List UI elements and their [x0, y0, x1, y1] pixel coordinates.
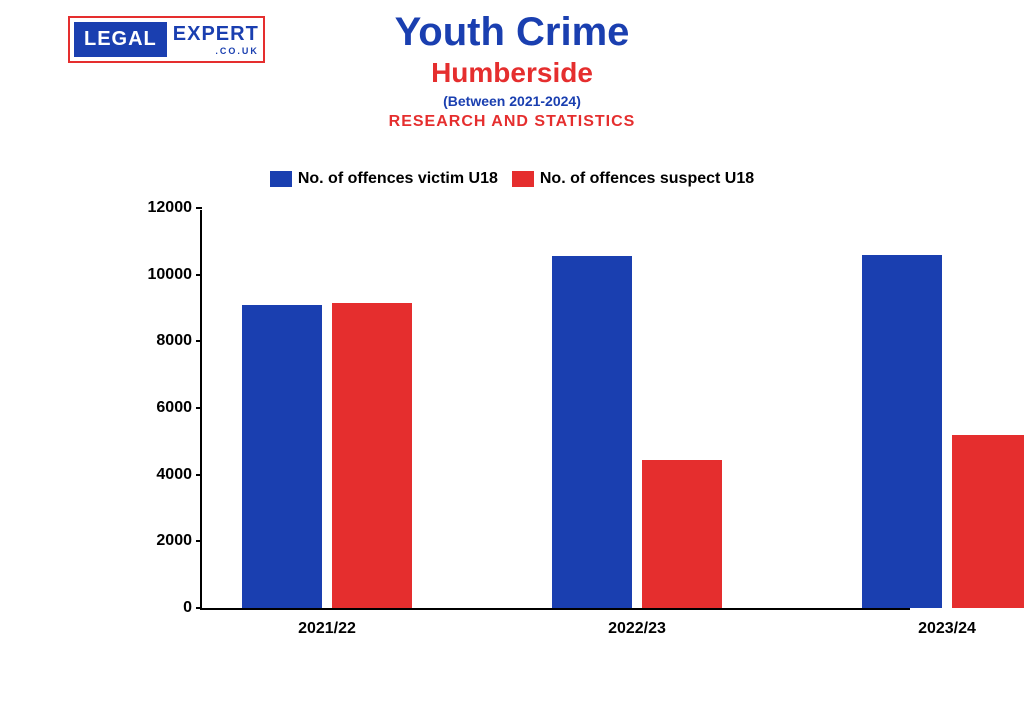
legend-swatch	[270, 171, 292, 187]
y-axis-tick-label: 8000	[132, 332, 192, 350]
plot-area: 0200040006000800010000120002021/222022/2…	[200, 210, 910, 610]
y-axis-tick-label: 2000	[132, 532, 192, 550]
y-axis-tick-label: 6000	[132, 399, 192, 417]
y-axis-tick-mark	[196, 207, 202, 209]
chart-legend: No. of offences victim U18 No. of offenc…	[0, 170, 1024, 188]
y-axis-tick-label: 0	[132, 599, 192, 617]
y-axis-tick-label: 10000	[132, 266, 192, 284]
chart: 0200040006000800010000120002021/222022/2…	[130, 210, 920, 650]
y-axis-tick-mark	[196, 540, 202, 542]
bar	[862, 255, 942, 608]
y-axis-tick-mark	[196, 607, 202, 609]
y-axis-tick-mark	[196, 274, 202, 276]
title-block: Youth Crime Humberside (Between 2021-202…	[0, 10, 1024, 131]
y-axis-tick-mark	[196, 340, 202, 342]
legend-label: No. of offences suspect U18	[540, 170, 754, 188]
legend-swatch	[512, 171, 534, 187]
x-axis-tick-label: 2023/24	[918, 620, 976, 638]
subtitle-research: RESEARCH AND STATISTICS	[0, 113, 1024, 131]
bar	[242, 305, 322, 608]
subtitle-region: Humberside	[0, 57, 1024, 89]
bar	[332, 303, 412, 608]
page-title: Youth Crime	[0, 10, 1024, 55]
bar	[952, 435, 1024, 608]
subtitle-daterange: (Between 2021-2024)	[0, 93, 1024, 109]
bar	[552, 256, 632, 608]
legend-label: No. of offences victim U18	[298, 170, 498, 188]
x-axis-tick-label: 2021/22	[298, 620, 356, 638]
x-axis-tick-label: 2022/23	[608, 620, 666, 638]
bar	[642, 460, 722, 608]
y-axis-tick-label: 4000	[132, 466, 192, 484]
y-axis-tick-mark	[196, 407, 202, 409]
legend-item: No. of offences suspect U18	[512, 170, 754, 188]
y-axis-tick-mark	[196, 474, 202, 476]
legend-item: No. of offences victim U18	[270, 170, 498, 188]
y-axis-tick-label: 12000	[132, 199, 192, 217]
